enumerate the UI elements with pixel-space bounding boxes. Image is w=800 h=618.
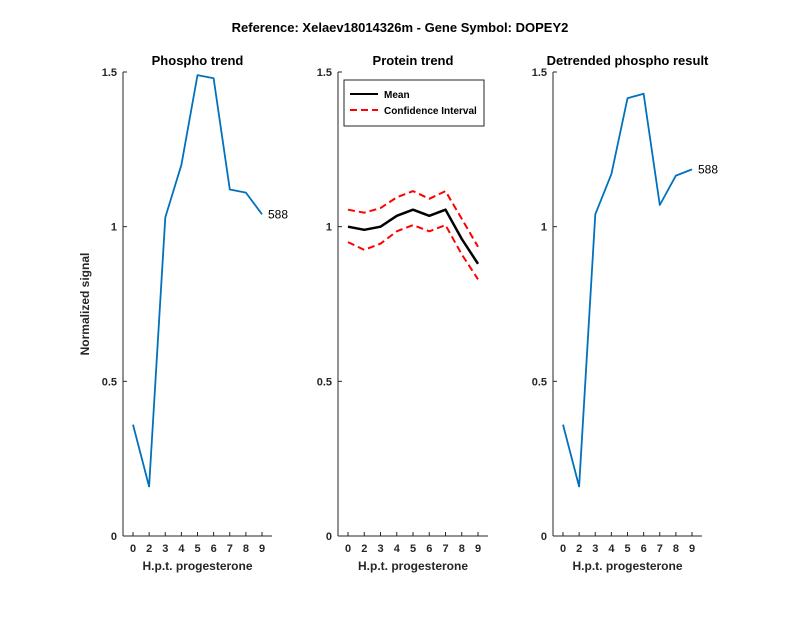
x-tick-label: 6	[211, 543, 217, 555]
y-tick-label: 1	[326, 222, 332, 234]
x-tick-label: 3	[377, 543, 383, 555]
panel-title: Phospho trend	[152, 53, 244, 68]
x-tick-label: 0	[130, 543, 136, 555]
x-axis-label: H.p.t. progesterone	[572, 559, 682, 573]
series-line-series-0	[132, 74, 263, 488]
series-line-series-2	[562, 92, 693, 488]
x-tick-label: 2	[361, 543, 367, 555]
y-tick-label: 0	[326, 531, 332, 543]
x-tick-label: 8	[459, 543, 465, 555]
x-tick-label: 6	[426, 543, 432, 555]
x-tick-label: 9	[475, 543, 481, 555]
series-line-confidence-interval-lower	[347, 224, 479, 280]
x-tick-label: 4	[394, 543, 401, 555]
y-tick-label: 1	[111, 222, 117, 234]
y-tick-label: 1	[541, 222, 547, 234]
x-tick-label: 7	[442, 543, 448, 555]
y-tick-label: 0.5	[532, 376, 547, 388]
x-tick-label: 9	[689, 543, 695, 555]
x-tick-label: 3	[162, 543, 168, 555]
x-tick-label: 4	[178, 543, 185, 555]
y-tick-label: 0	[111, 531, 117, 543]
x-tick-label: 9	[259, 543, 265, 555]
series-end-label: 588	[698, 162, 718, 176]
x-tick-label: 5	[194, 543, 200, 555]
x-tick-label: 5	[624, 543, 630, 555]
panel-title: Detrended phospho result	[547, 53, 709, 68]
x-tick-label: 4	[608, 543, 615, 555]
y-tick-label: 1.5	[317, 67, 332, 79]
x-tick-label: 2	[146, 543, 152, 555]
x-tick-label: 8	[673, 543, 679, 555]
x-tick-label: 6	[641, 543, 647, 555]
panel-title: Protein trend	[373, 53, 454, 68]
series-line-confidence-interval	[347, 190, 479, 248]
series-line-mean	[347, 208, 480, 265]
x-tick-label: 8	[243, 543, 249, 555]
legend: Mean Confidence Interval	[343, 79, 485, 127]
legend-box	[343, 79, 485, 127]
y-tick-label: 1.5	[532, 67, 547, 79]
y-axis-label: Normalized signal	[78, 253, 92, 356]
x-axis-label: H.p.t. progesterone	[358, 559, 468, 573]
series-end-label: 588	[268, 207, 288, 221]
x-tick-label: 2	[576, 543, 582, 555]
y-tick-label: 0.5	[102, 376, 117, 388]
legend-label-confidence-interval: Confidence Interval	[384, 106, 477, 117]
y-tick-label: 0	[541, 531, 547, 543]
x-tick-label: 0	[560, 543, 566, 555]
x-tick-label: 7	[227, 543, 233, 555]
y-tick-label: 1.5	[102, 67, 117, 79]
legend-label-mean: Mean	[384, 90, 410, 101]
figure-title: Reference: Xelaev18014326m - Gene Symbol…	[232, 20, 569, 35]
x-tick-label: 7	[657, 543, 663, 555]
x-tick-label: 5	[410, 543, 416, 555]
x-tick-label: 0	[345, 543, 351, 555]
x-tick-label: 3	[592, 543, 598, 555]
y-tick-label: 0.5	[317, 376, 332, 388]
x-axis-label: H.p.t. progesterone	[142, 559, 252, 573]
